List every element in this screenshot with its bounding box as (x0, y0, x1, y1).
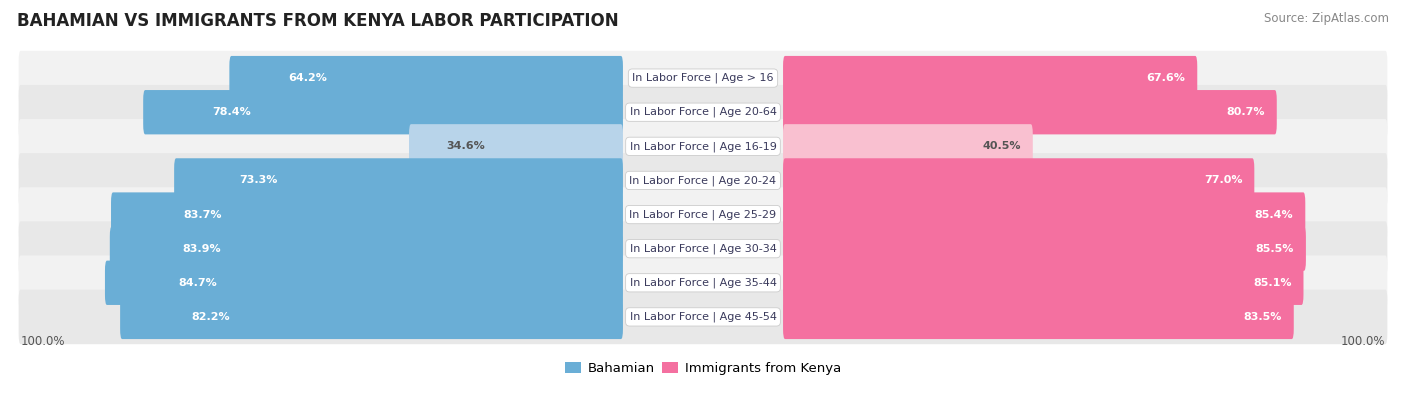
FancyBboxPatch shape (174, 158, 623, 203)
Text: In Labor Force | Age 35-44: In Labor Force | Age 35-44 (630, 278, 776, 288)
Text: 40.5%: 40.5% (983, 141, 1021, 151)
FancyBboxPatch shape (143, 90, 623, 134)
FancyBboxPatch shape (18, 153, 1388, 208)
Text: Source: ZipAtlas.com: Source: ZipAtlas.com (1264, 12, 1389, 25)
Text: 73.3%: 73.3% (239, 175, 278, 185)
Text: 80.7%: 80.7% (1226, 107, 1265, 117)
Text: 67.6%: 67.6% (1146, 73, 1185, 83)
FancyBboxPatch shape (18, 221, 1388, 276)
Legend: Bahamian, Immigrants from Kenya: Bahamian, Immigrants from Kenya (560, 356, 846, 380)
FancyBboxPatch shape (18, 85, 1388, 139)
Text: In Labor Force | Age 30-34: In Labor Force | Age 30-34 (630, 243, 776, 254)
FancyBboxPatch shape (18, 51, 1388, 105)
FancyBboxPatch shape (409, 124, 623, 169)
FancyBboxPatch shape (783, 56, 1198, 100)
FancyBboxPatch shape (783, 90, 1277, 134)
Text: In Labor Force | Age 20-24: In Labor Force | Age 20-24 (630, 175, 776, 186)
FancyBboxPatch shape (783, 124, 1033, 169)
FancyBboxPatch shape (18, 187, 1388, 242)
Text: 82.2%: 82.2% (191, 312, 231, 322)
FancyBboxPatch shape (783, 192, 1305, 237)
Text: 83.9%: 83.9% (183, 244, 221, 254)
Text: 100.0%: 100.0% (1341, 335, 1385, 348)
Text: 78.4%: 78.4% (212, 107, 250, 117)
Text: 85.5%: 85.5% (1256, 244, 1294, 254)
Text: In Labor Force | Age > 16: In Labor Force | Age > 16 (633, 73, 773, 83)
FancyBboxPatch shape (783, 261, 1303, 305)
Text: 64.2%: 64.2% (288, 73, 326, 83)
Text: 77.0%: 77.0% (1204, 175, 1243, 185)
FancyBboxPatch shape (105, 261, 623, 305)
FancyBboxPatch shape (18, 290, 1388, 344)
Text: 84.7%: 84.7% (179, 278, 217, 288)
Text: 83.7%: 83.7% (184, 210, 222, 220)
Text: In Labor Force | Age 16-19: In Labor Force | Age 16-19 (630, 141, 776, 152)
Text: 100.0%: 100.0% (21, 335, 65, 348)
Text: 34.6%: 34.6% (446, 141, 485, 151)
FancyBboxPatch shape (111, 192, 623, 237)
Text: BAHAMIAN VS IMMIGRANTS FROM KENYA LABOR PARTICIPATION: BAHAMIAN VS IMMIGRANTS FROM KENYA LABOR … (17, 12, 619, 30)
FancyBboxPatch shape (783, 295, 1294, 339)
FancyBboxPatch shape (229, 56, 623, 100)
FancyBboxPatch shape (18, 119, 1388, 174)
Text: In Labor Force | Age 20-64: In Labor Force | Age 20-64 (630, 107, 776, 117)
Text: 85.4%: 85.4% (1256, 210, 1294, 220)
Text: 83.5%: 83.5% (1243, 312, 1282, 322)
FancyBboxPatch shape (18, 256, 1388, 310)
Text: In Labor Force | Age 45-54: In Labor Force | Age 45-54 (630, 312, 776, 322)
FancyBboxPatch shape (783, 158, 1254, 203)
FancyBboxPatch shape (120, 295, 623, 339)
Text: 85.1%: 85.1% (1253, 278, 1292, 288)
Text: In Labor Force | Age 25-29: In Labor Force | Age 25-29 (630, 209, 776, 220)
FancyBboxPatch shape (110, 226, 623, 271)
FancyBboxPatch shape (783, 226, 1306, 271)
